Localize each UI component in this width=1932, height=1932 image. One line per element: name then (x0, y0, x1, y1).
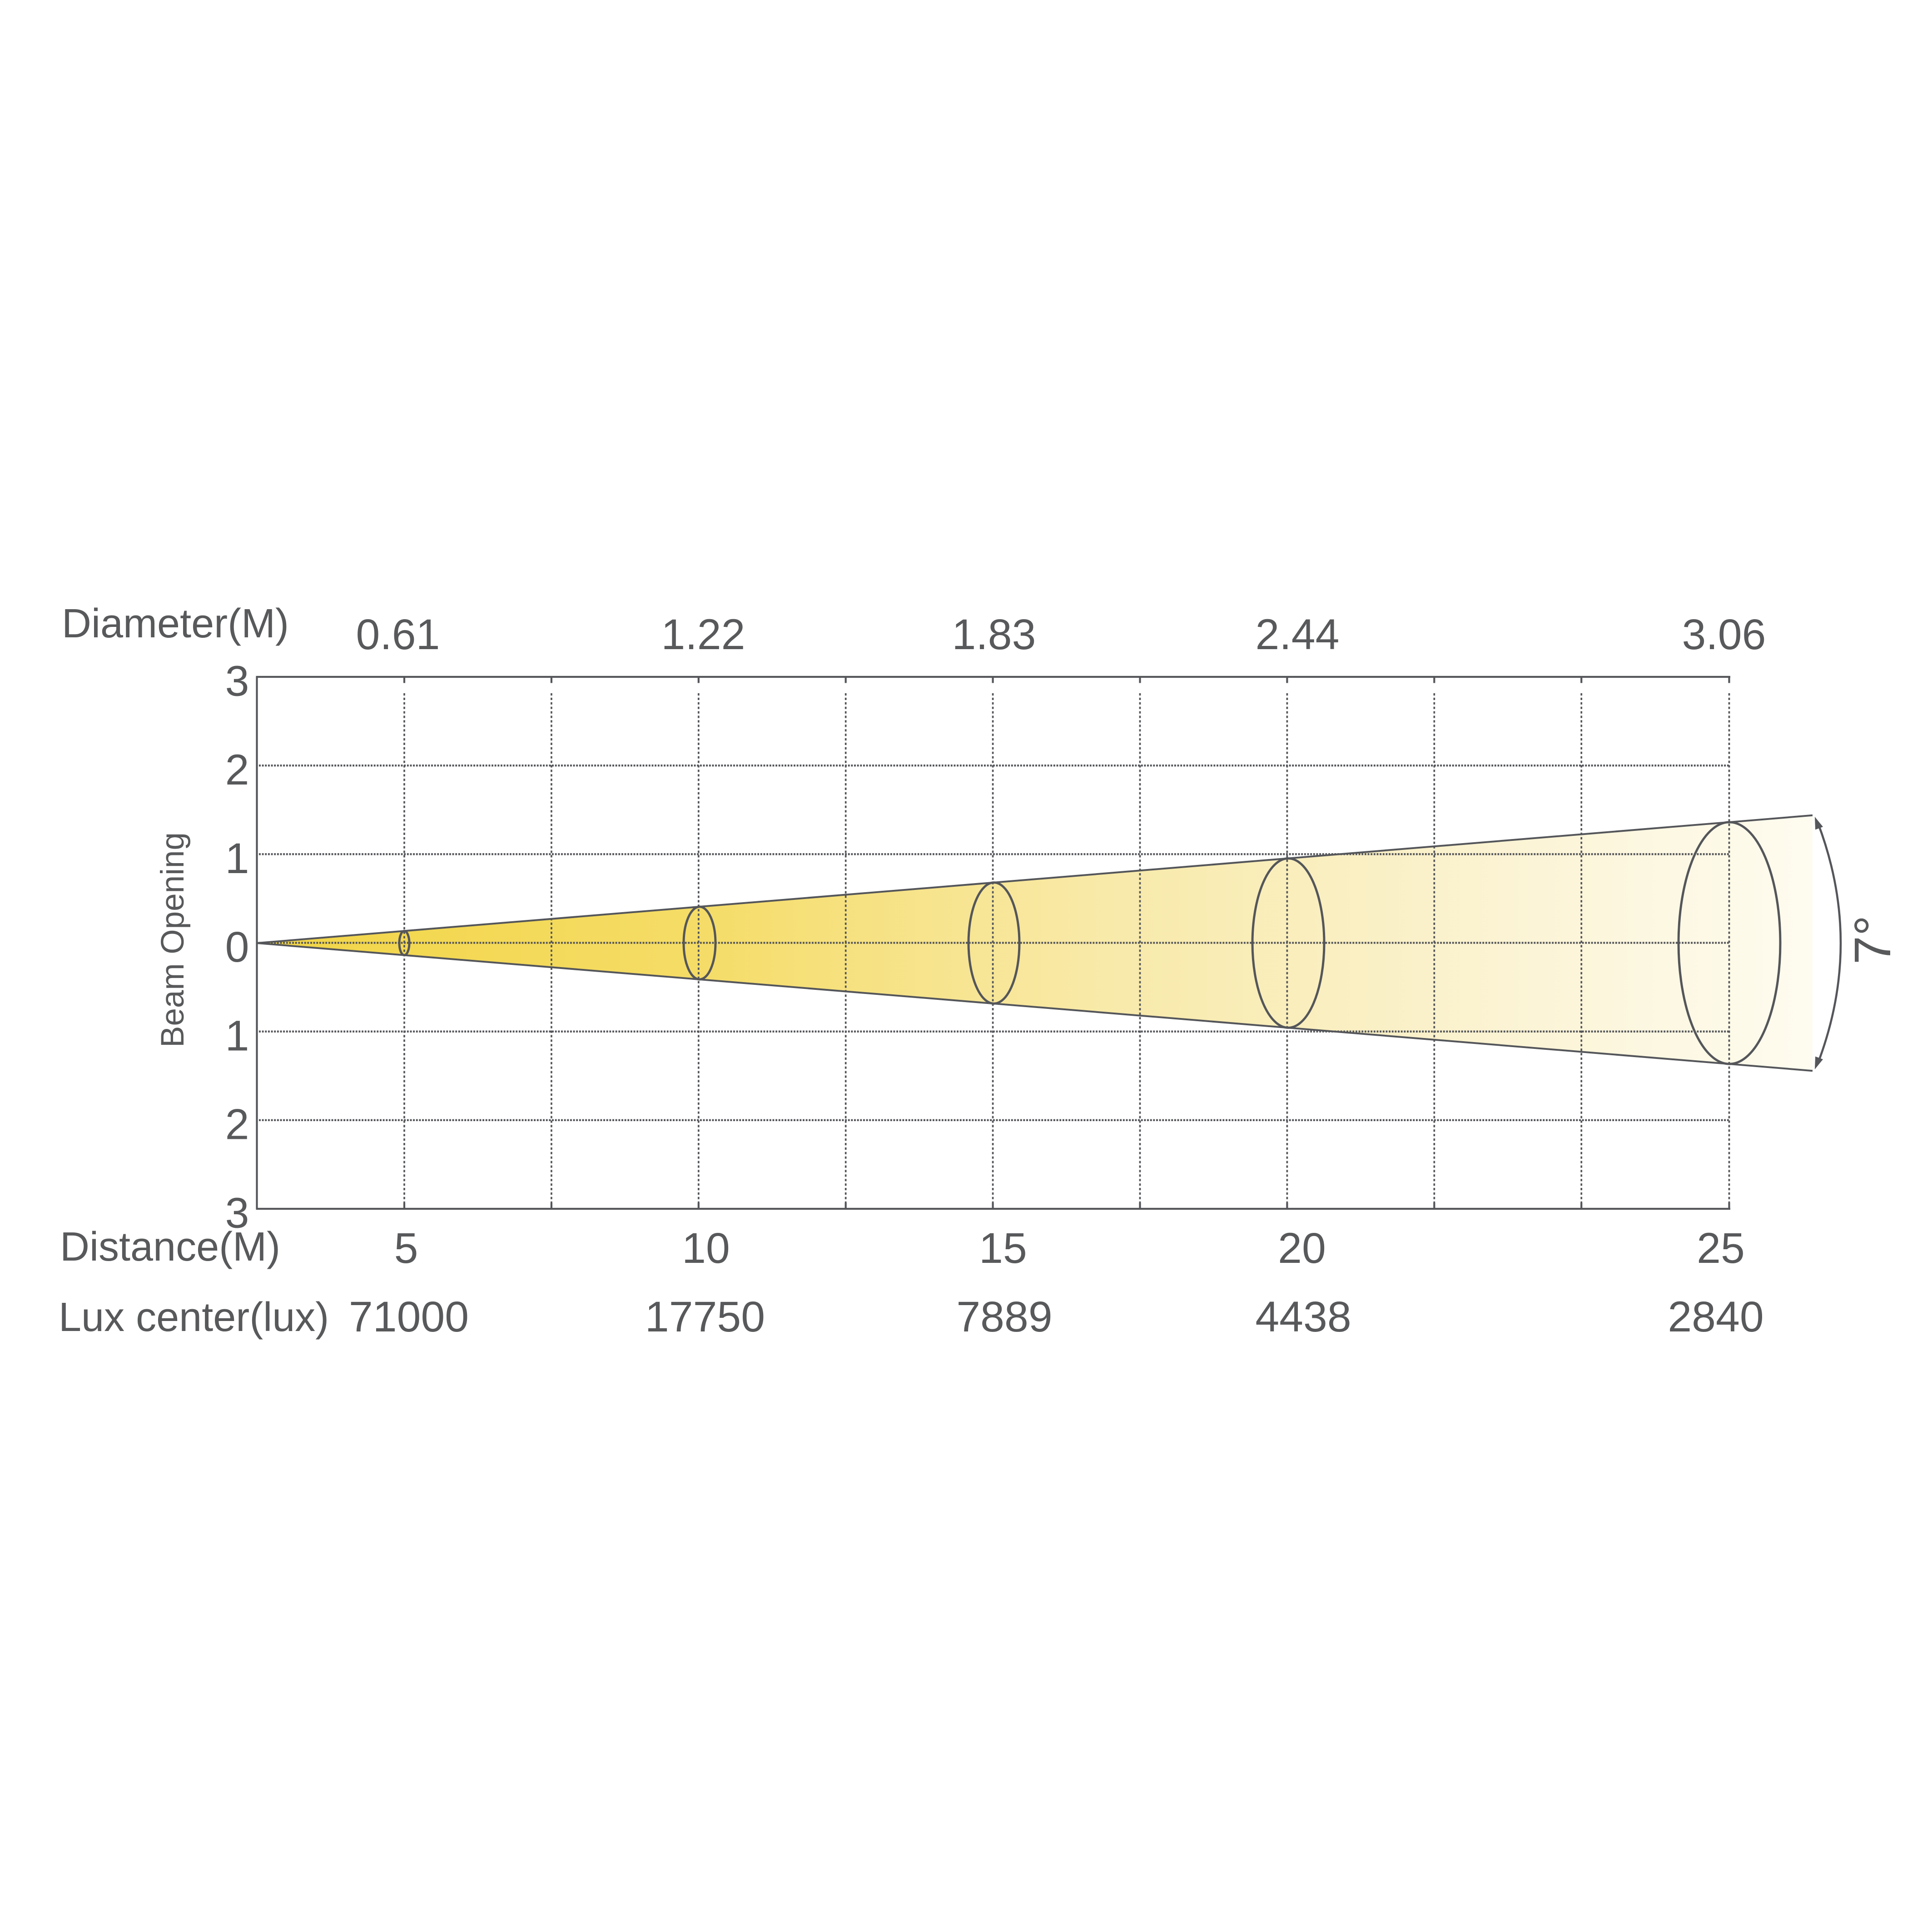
svg-text:5: 5 (394, 1224, 418, 1272)
svg-text:71000: 71000 (349, 1293, 469, 1341)
svg-text:4438: 4438 (1255, 1293, 1351, 1341)
svg-text:Lux center(lux): Lux center(lux) (59, 1295, 329, 1340)
svg-text:Distance(M): Distance(M) (60, 1224, 280, 1270)
svg-text:2: 2 (225, 746, 249, 794)
svg-text:3: 3 (225, 1189, 249, 1237)
svg-text:15: 15 (979, 1224, 1027, 1272)
svg-text:2840: 2840 (1668, 1293, 1763, 1341)
svg-text:7°: 7° (1844, 915, 1901, 964)
svg-text:Diameter(M): Diameter(M) (62, 601, 289, 646)
svg-text:0: 0 (225, 923, 249, 971)
svg-text:1.22: 1.22 (661, 611, 745, 659)
svg-text:1: 1 (225, 1012, 249, 1060)
svg-text:3: 3 (225, 657, 249, 705)
svg-text:Beam Opening: Beam Opening (155, 832, 191, 1048)
svg-text:7889: 7889 (956, 1293, 1052, 1341)
svg-text:0.61: 0.61 (356, 611, 440, 659)
svg-text:20: 20 (1278, 1224, 1326, 1272)
svg-text:2.44: 2.44 (1256, 611, 1340, 659)
svg-text:10: 10 (682, 1224, 730, 1272)
svg-text:3.06: 3.06 (1682, 611, 1766, 659)
svg-text:2: 2 (225, 1101, 249, 1149)
svg-text:1: 1 (225, 834, 249, 883)
svg-text:1.83: 1.83 (952, 611, 1036, 659)
svg-text:25: 25 (1697, 1224, 1745, 1272)
svg-text:17750: 17750 (645, 1293, 765, 1341)
